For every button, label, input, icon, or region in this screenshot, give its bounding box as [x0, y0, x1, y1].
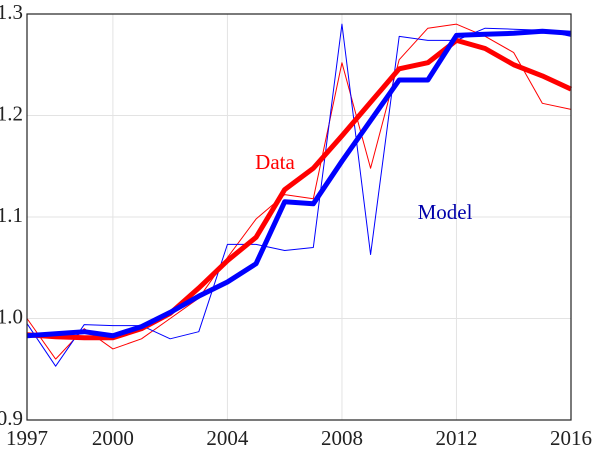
x-tick-label: 1997: [6, 426, 48, 450]
plot-area: [26, 13, 573, 421]
x-tick-label: 2016: [550, 426, 592, 450]
data-line: [26, 37, 573, 341]
y-tick-label: 0.9: [0, 406, 23, 430]
y-tick-label: 1.2: [0, 101, 23, 125]
data-line: [26, 28, 572, 339]
data-line: [26, 23, 572, 360]
x-tick-label: 2012: [435, 426, 477, 450]
x-tick-label: 2004: [206, 426, 249, 450]
annotation: Model: [418, 200, 473, 224]
y-tick-label: 1.0: [0, 304, 23, 328]
x-tick-label: 2000: [92, 426, 134, 450]
annotation: Data: [255, 150, 295, 174]
y-tick-label: 1.3: [0, 0, 23, 24]
data-line: [26, 23, 572, 367]
y-tick-label: 1.1: [0, 203, 23, 227]
x-tick-label: 2008: [321, 426, 363, 450]
axes-box: [26, 13, 572, 421]
